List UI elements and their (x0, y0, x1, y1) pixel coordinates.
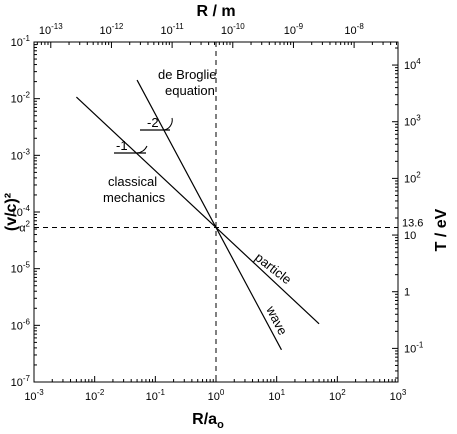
y-right-13.6-label: 13.6 (402, 217, 423, 229)
x-bottom-tick-label: 102 (329, 388, 346, 403)
annotation-equation: equation (165, 83, 215, 98)
annotation-mechanics: mechanics (103, 190, 166, 205)
x-bottom-tick-label: 101 (268, 388, 285, 403)
series-label-wave: wave (263, 303, 291, 338)
series-line-particle (75, 96, 320, 325)
x-top-tick-label: 10-13 (39, 22, 63, 37)
x-top-tick-label: 10-9 (284, 22, 304, 37)
x-top-tick-label: 10-10 (221, 22, 245, 37)
annotation-slope-minus1: -1 (116, 138, 128, 153)
annotation-slope-minus2: -2 (147, 115, 159, 130)
y-left-tick-label: 10-2 (11, 91, 31, 106)
ticks-layer (33, 41, 399, 383)
series-line-wave (136, 79, 282, 351)
x-bottom-tick-label: 100 (208, 388, 225, 403)
y-right-tick-label: 10-1 (404, 340, 424, 355)
y-axis-left-title: (v/c)² (3, 193, 20, 231)
annotation-de-broglie: de Broglie (158, 67, 217, 82)
x-bottom-tick-label: 10-2 (85, 388, 105, 403)
x-axis-top-title: R / m (196, 3, 235, 20)
x-bottom-tick-label: 10-1 (146, 388, 166, 403)
slope-indicator-minus2 (140, 117, 173, 131)
y-right-tick-label: 10 (404, 230, 416, 242)
y-right-tick-label: 103 (404, 114, 421, 129)
x-axis-bottom-title: R/ao (192, 411, 224, 431)
x-bottom-tick-label: 103 (390, 388, 407, 403)
x-top-tick-label: 10-12 (100, 22, 124, 37)
y-left-tick-label: 10-5 (11, 261, 31, 276)
y-left-tick-label: 10-4 (11, 204, 31, 219)
y-left-tick-label: 10-1 (11, 34, 31, 49)
annotation-classical: classical (108, 174, 157, 189)
x-bottom-tick-label: 10-3 (24, 388, 44, 403)
x-axis-bottom-title-sub: o (217, 419, 224, 431)
y-left-tick-label: 10-7 (11, 374, 31, 389)
x-top-tick-label: 10-11 (161, 22, 185, 37)
y-left-tick-label: 10-3 (11, 147, 31, 162)
x-top-tick-label: 10-8 (344, 22, 364, 37)
y-right-tick-label: 102 (404, 170, 421, 185)
y-axis-right-title: T / eV (433, 208, 450, 251)
slope-indicator-minus1 (114, 145, 148, 154)
y-right-tick-label: 1 (404, 287, 410, 299)
y-right-tick-label: 104 (404, 57, 421, 72)
y-left-tick-label: 10-6 (11, 317, 31, 332)
y-left-alpha2-label: α2 (19, 219, 30, 234)
x-axis-bottom-title-main: R/a (192, 411, 217, 428)
